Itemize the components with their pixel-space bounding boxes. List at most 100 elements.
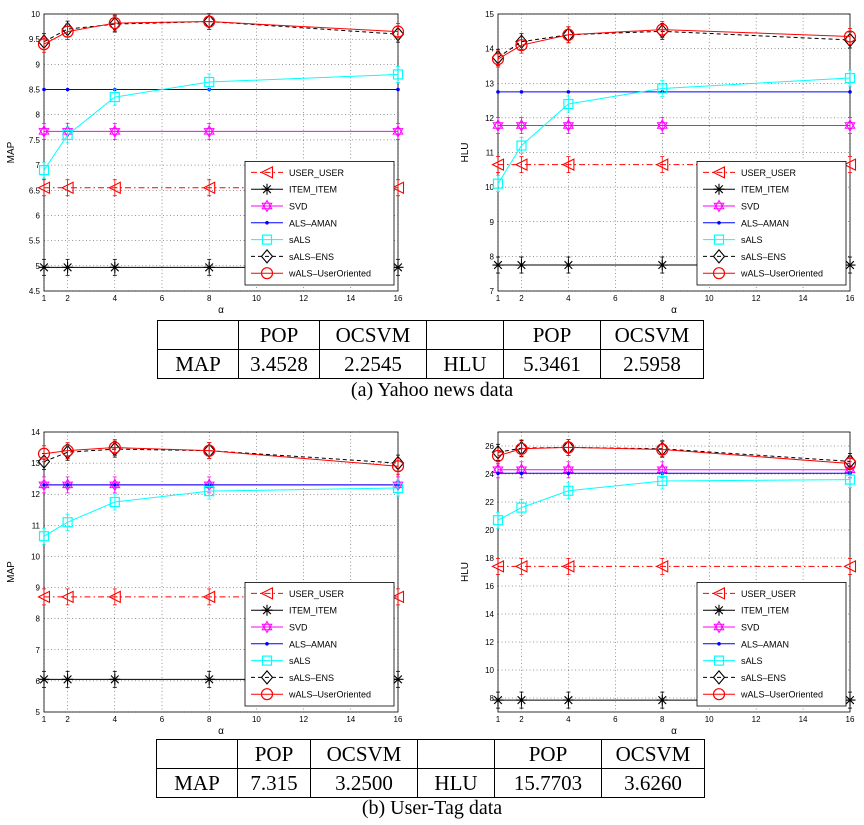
legend-label: ITEM_ITEM (289, 606, 337, 616)
data-point (713, 604, 725, 616)
x-tick-label: 16 (394, 294, 403, 303)
data-point (204, 76, 215, 88)
data-point (265, 221, 269, 225)
data-point (566, 90, 571, 94)
table-cell: 7.315 (237, 768, 311, 798)
x-axis-label: α (218, 305, 224, 316)
data-point (491, 560, 505, 573)
legend-label: SVD (741, 202, 760, 212)
data-point (260, 688, 274, 701)
y-tick-label: 11 (32, 521, 41, 530)
data-point (515, 39, 528, 52)
table-cell (426, 320, 504, 350)
y-tick-label: 5.5 (29, 237, 41, 246)
y-tick-label: 12 (485, 114, 494, 123)
data-point (392, 261, 404, 273)
series (491, 557, 857, 575)
data-point (656, 443, 669, 456)
data-point (391, 460, 405, 473)
data-point (60, 590, 74, 604)
legend-label: sALS (289, 656, 311, 666)
data-point (713, 199, 725, 210)
legend-label: ALS–AMAN (741, 218, 789, 228)
legend: USER_USER ITEM_ITEM SVD ALS–AMAN sALS sALS–EN… (244, 160, 395, 286)
table-cell: 2.5958 (600, 349, 704, 379)
table-cell: OCSVM (319, 320, 427, 350)
y-tick-label: 20 (485, 526, 494, 535)
data-point (848, 90, 852, 94)
data-point (515, 259, 527, 271)
data-point (391, 26, 405, 42)
data-point (492, 118, 504, 129)
data-point (492, 466, 504, 477)
y-tick-label: 15 (485, 10, 494, 19)
x-tick-label: 14 (799, 715, 808, 724)
table-cell: OCSVM (310, 739, 418, 769)
data-point (844, 259, 856, 271)
data-point (563, 485, 574, 496)
legend: USER_USER ITEM_ITEM SVD ALS–AMAN sALS sALS–EN… (244, 581, 395, 707)
x-tick-label: 16 (846, 715, 855, 724)
data-point (38, 481, 50, 492)
data-point (496, 90, 500, 94)
table-cell: POP (494, 739, 602, 769)
data-point (109, 478, 121, 489)
data-point (113, 483, 117, 487)
data-point (109, 128, 121, 138)
data-point (108, 181, 121, 195)
x-tick-label: 14 (346, 294, 355, 303)
data-point (38, 478, 50, 489)
y-tick-label: 11 (486, 149, 495, 158)
data-point (108, 590, 121, 604)
data-point (202, 181, 216, 195)
data-point (265, 642, 269, 646)
x-tick-label: 10 (705, 715, 714, 724)
table-cell: 3.2500 (310, 768, 418, 798)
legend-label: sALS (741, 656, 763, 666)
x-tick-label: 12 (752, 715, 761, 724)
series (38, 479, 404, 545)
x-tick-label: 1 (496, 715, 501, 724)
data-point (261, 655, 273, 666)
legend-label: ITEM_ITEM (741, 606, 789, 616)
x-tick-label: 16 (846, 294, 855, 303)
y-axis-label: MAP (6, 561, 17, 583)
plot-usertag-map: 1 2 4 6 8 10 12 14 16 5 6 7 8 9 10 11 12 13 14 α MAP USER_USE… (0, 420, 420, 737)
y-tick-label: 14 (485, 45, 494, 54)
results-table-yahoo: POP OCSVM POP OCSVM MAP 3.4528 2.2545 HL… (157, 320, 704, 379)
data-point (109, 124, 121, 135)
data-point (37, 590, 51, 604)
x-tick-label: 6 (613, 294, 618, 303)
x-tick-label: 8 (660, 715, 665, 724)
data-point (261, 234, 273, 245)
y-tick-label: 24 (485, 470, 494, 479)
data-point (519, 471, 524, 476)
legend-label: ITEM_ITEM (741, 185, 789, 195)
data-point (562, 694, 574, 706)
data-point (61, 444, 74, 457)
y-tick-label: 10 (485, 183, 494, 192)
data-point (204, 486, 215, 497)
legend-label: sALS (289, 235, 311, 245)
data-point (655, 560, 669, 573)
data-point (515, 466, 528, 477)
data-point (203, 15, 216, 28)
x-tick-label: 2 (65, 294, 70, 303)
x-tick-label: 4 (113, 294, 118, 303)
series (37, 13, 405, 53)
data-point (37, 454, 51, 469)
data-point (62, 673, 74, 685)
y-tick-label: 4.5 (29, 287, 41, 296)
data-point (203, 673, 215, 685)
legend-label: ALS–AMAN (741, 639, 789, 649)
data-point (562, 259, 574, 271)
data-point (492, 515, 504, 526)
data-point (561, 158, 575, 172)
y-tick-label: 13 (31, 459, 40, 468)
y-tick-label: 8 (490, 694, 495, 703)
data-point (844, 694, 856, 706)
table-cell: POP (237, 739, 311, 769)
data-point (491, 52, 505, 66)
data-point (491, 158, 505, 172)
data-point (492, 259, 504, 271)
